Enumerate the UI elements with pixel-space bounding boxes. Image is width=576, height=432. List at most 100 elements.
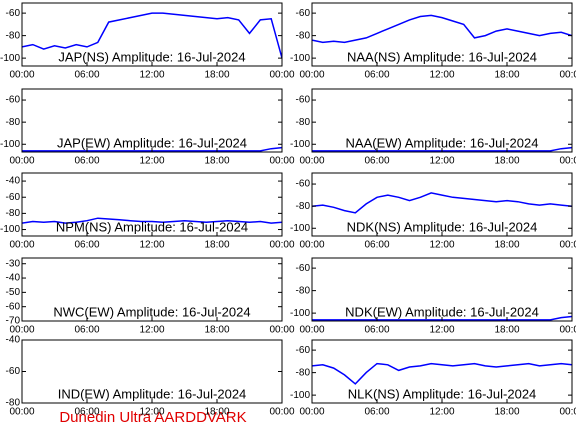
x-tick-label: 00:00 <box>559 156 576 167</box>
y-tick-label: -70 <box>6 316 21 327</box>
x-tick-label: 00:00 <box>9 325 34 336</box>
x-tick-label: 00:00 <box>9 407 34 418</box>
y-tick-label: -100 <box>0 53 20 64</box>
x-tick-label: 18:00 <box>494 70 519 81</box>
x-tick-label: 12:00 <box>139 156 164 167</box>
x-tick-label: 06:00 <box>364 156 389 167</box>
x-tick-label: 18:00 <box>204 240 229 251</box>
y-tick-label: -100 <box>290 390 310 401</box>
y-tick-label: -60 <box>6 366 21 377</box>
x-tick-label: 00:00 <box>269 70 294 81</box>
panel-title: NDK(NS) Amplitude: 16-Jul-2024 <box>347 219 538 234</box>
x-tick-label: 12:00 <box>429 240 454 251</box>
y-tick-label: -60 <box>6 301 21 312</box>
x-tick-label: 06:00 <box>74 70 99 81</box>
trace <box>22 12 282 59</box>
trace <box>312 362 572 385</box>
y-tick-label: -100 <box>290 139 310 150</box>
y-tick-label: -40 <box>6 273 21 284</box>
x-tick-label: 12:00 <box>139 70 164 81</box>
panel-title: NAA(EW) Amplitude: 16-Jul-2024 <box>346 135 539 150</box>
x-tick-label: 06:00 <box>364 240 389 251</box>
x-tick-label: 12:00 <box>429 70 454 81</box>
x-tick-label: 12:00 <box>429 325 454 336</box>
trace <box>22 217 282 224</box>
y-tick-label: -50 <box>6 287 21 298</box>
panel-title: JAP(NS) Amplitude: 16-Jul-2024 <box>58 49 245 64</box>
y-tick-label: -80 <box>6 30 21 41</box>
x-tick-label: 12:00 <box>139 407 164 418</box>
x-tick-label: 00:00 <box>9 156 34 167</box>
panel-title: NPM(NS) Amplitude: 16-Jul-2024 <box>56 219 248 234</box>
panel-title: NLK(NS) Amplitude: 16-Jul-2024 <box>348 386 537 401</box>
x-tick-label: 00:00 <box>269 240 294 251</box>
x-tick-label: 06:00 <box>364 325 389 336</box>
y-tick-label: -60 <box>6 95 21 106</box>
y-tick-label: -80 <box>296 201 311 212</box>
x-tick-label: 00:00 <box>299 325 324 336</box>
x-tick-label: 18:00 <box>204 407 229 418</box>
x-tick-label: 00:00 <box>269 156 294 167</box>
panel-title: NAA(NS) Amplitude: 16-Jul-2024 <box>347 49 537 64</box>
x-tick-label: 18:00 <box>494 325 519 336</box>
x-tick-label: 00:00 <box>559 325 576 336</box>
y-tick-label: -100 <box>290 308 310 319</box>
y-tick-label: -60 <box>296 8 311 19</box>
y-tick-label: -80 <box>296 285 311 296</box>
x-tick-label: 00:00 <box>269 325 294 336</box>
trace <box>312 14 572 44</box>
x-tick-label: 00:00 <box>299 156 324 167</box>
x-tick-label: 00:00 <box>559 407 576 418</box>
trace <box>312 192 572 214</box>
x-tick-label: 06:00 <box>74 156 99 167</box>
panel-title: JAP(EW) Amplitude: 16-Jul-2024 <box>57 135 247 150</box>
y-tick-label: -80 <box>6 398 21 409</box>
x-tick-label: 00:00 <box>269 407 294 418</box>
y-tick-label: -80 <box>296 117 311 128</box>
x-tick-label: 00:00 <box>9 240 34 251</box>
y-tick-label: -60 <box>296 345 311 356</box>
y-tick-label: -60 <box>6 8 21 19</box>
x-tick-label: 18:00 <box>204 70 229 81</box>
x-tick-label: 06:00 <box>74 407 99 418</box>
y-tick-label: -30 <box>6 258 21 269</box>
x-tick-label: 18:00 <box>204 156 229 167</box>
x-tick-label: 18:00 <box>494 156 519 167</box>
x-tick-label: 06:00 <box>74 325 99 336</box>
x-tick-label: 18:00 <box>494 407 519 418</box>
x-tick-label: 12:00 <box>429 407 454 418</box>
y-tick-label: -60 <box>6 192 21 203</box>
y-tick-label: -80 <box>6 117 21 128</box>
y-tick-label: -100 <box>290 223 310 234</box>
y-tick-label: -60 <box>296 263 311 274</box>
panel-title: IND(EW) Amplitude: 16-Jul-2024 <box>58 386 247 401</box>
x-tick-label: 18:00 <box>494 240 519 251</box>
x-tick-label: 00:00 <box>299 70 324 81</box>
x-tick-label: 18:00 <box>204 325 229 336</box>
y-tick-label: -100 <box>0 139 20 150</box>
y-tick-label: -80 <box>296 30 311 41</box>
x-tick-label: 00:00 <box>299 407 324 418</box>
y-tick-label: -40 <box>6 335 21 346</box>
x-tick-label: 00:00 <box>9 70 34 81</box>
y-tick-label: -40 <box>6 176 21 187</box>
panel-title: NWC(EW) Amplitude: 16-Jul-2024 <box>53 304 250 319</box>
x-tick-label: 12:00 <box>139 325 164 336</box>
y-tick-label: -80 <box>6 208 21 219</box>
panel-title: NDK(EW) Amplitude: 16-Jul-2024 <box>345 304 539 319</box>
x-tick-label: 00:00 <box>299 240 324 251</box>
x-tick-label: 00:00 <box>559 70 576 81</box>
y-tick-label: -100 <box>0 224 20 235</box>
x-tick-label: 00:00 <box>559 240 576 251</box>
footer: Dunedin Ultra AARDDVARK <box>59 409 246 426</box>
y-tick-label: -80 <box>296 367 311 378</box>
x-tick-label: 06:00 <box>364 70 389 81</box>
y-tick-label: -60 <box>296 179 311 190</box>
x-tick-label: 06:00 <box>364 407 389 418</box>
x-tick-label: 06:00 <box>74 240 99 251</box>
x-tick-label: 12:00 <box>139 240 164 251</box>
y-tick-label: -100 <box>290 53 310 64</box>
x-tick-label: 12:00 <box>429 156 454 167</box>
y-tick-label: -60 <box>296 95 311 106</box>
